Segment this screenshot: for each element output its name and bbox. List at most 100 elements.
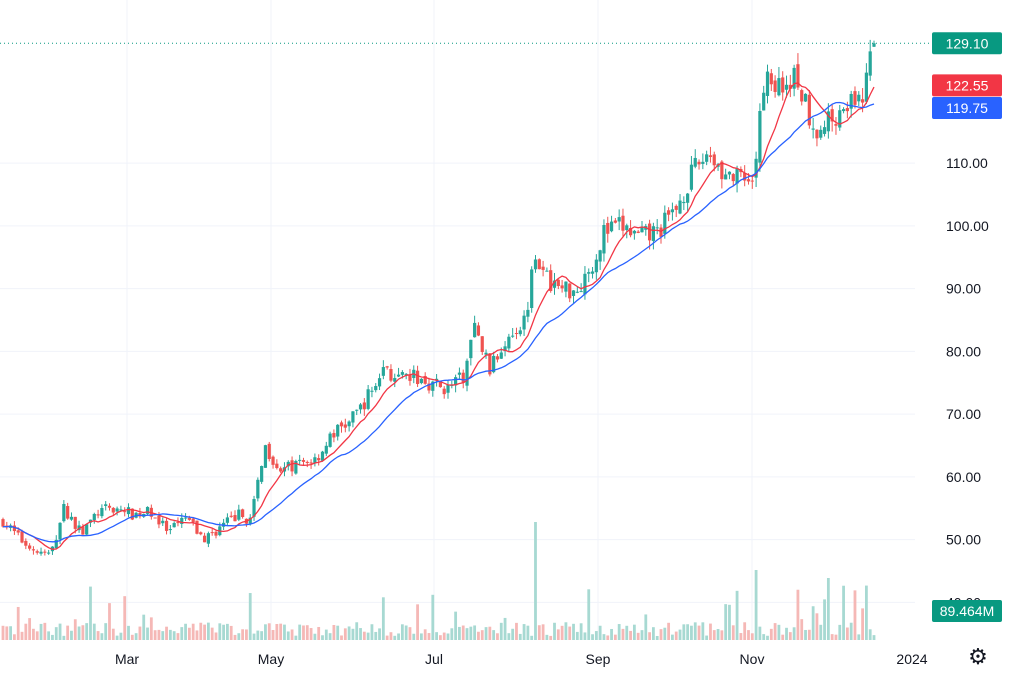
volume-bar (416, 604, 419, 640)
candle-body (473, 322, 477, 338)
volume-bar (328, 633, 332, 640)
volume-bar (355, 622, 359, 640)
volume-bar (636, 632, 640, 640)
volume-bar (412, 633, 416, 640)
candle-body (20, 531, 24, 543)
volume-bar (693, 622, 697, 640)
volume-bar (305, 625, 309, 640)
candle-body (442, 388, 446, 395)
volume-bar (404, 625, 408, 640)
volume-bar (237, 633, 241, 640)
candle-body (560, 285, 564, 289)
volume-bar (161, 631, 165, 640)
candle-body (24, 540, 28, 546)
candle-body (583, 273, 587, 295)
candle-body (446, 384, 450, 393)
slow-ma-badge-background (932, 96, 1002, 119)
candle-body (841, 109, 846, 112)
volume-bar (591, 634, 594, 640)
candle-body (712, 154, 716, 166)
volume-bar (149, 617, 153, 640)
volume-bar (724, 604, 728, 640)
volume-badge-background (932, 600, 1002, 622)
candle-body (275, 463, 279, 469)
volume-bar (530, 635, 534, 640)
volume-bar (568, 626, 572, 640)
candle-body (271, 456, 275, 465)
volume-bar (777, 624, 781, 640)
volume-bar (195, 630, 199, 640)
volume-bar (534, 522, 537, 640)
candle-body (214, 531, 218, 536)
candle-body (58, 522, 62, 540)
price-axis[interactable]: 40.0050.0060.0070.0080.0090.00100.00110.… (946, 155, 989, 610)
volume-bar (545, 634, 549, 640)
candle-body (686, 193, 690, 203)
fast-ma-badge: 122.55 (932, 74, 1002, 97)
candle-body (819, 129, 823, 138)
volume-bar (602, 634, 606, 640)
candle-body (743, 173, 747, 181)
candle-body (701, 161, 705, 164)
candle-body (385, 366, 389, 368)
candle-body (69, 516, 74, 520)
candle-body (796, 64, 800, 88)
candle-body (301, 460, 306, 462)
candle-body (541, 266, 545, 270)
candle-body (864, 72, 868, 102)
candle-body (415, 370, 420, 385)
time-axis[interactable]: Mar May Jul Sep Nov 2024 (115, 651, 928, 667)
volume-bar (678, 629, 682, 640)
volume-bar (271, 630, 275, 640)
candle-body (35, 551, 39, 553)
volume-bar (575, 631, 579, 640)
price-tick-label: 110.00 (946, 155, 988, 171)
candle-body (396, 374, 401, 377)
candle-body (647, 223, 652, 241)
volume-bar (629, 630, 632, 640)
candle-body (31, 549, 36, 551)
volume-bar (73, 619, 77, 640)
volume-bar (792, 627, 796, 640)
candle-body (39, 551, 43, 554)
candle-body (111, 507, 115, 513)
candle-body (358, 404, 363, 410)
candle-body (294, 461, 298, 474)
volume-bar (176, 633, 180, 640)
volume-bar (226, 623, 229, 640)
slow-moving-average-line (2, 101, 875, 543)
volume-bar (473, 625, 477, 640)
candle-body (667, 210, 671, 215)
candle-body (423, 376, 427, 384)
volume-bar (598, 625, 602, 640)
candle-body (54, 539, 58, 549)
volume-bar (610, 628, 613, 640)
volume-bar (853, 590, 857, 640)
candle-body (697, 161, 701, 165)
volume-bar (374, 631, 378, 640)
volume-bar (431, 594, 435, 640)
time-tick-label: May (258, 651, 284, 667)
volume-bar (43, 622, 47, 640)
candle-body (621, 215, 625, 231)
candle-body (377, 378, 382, 387)
fast-moving-average-line (2, 82, 875, 550)
candle-body (868, 51, 872, 76)
volume-bar (32, 628, 35, 640)
candle-body (735, 168, 739, 184)
volume-bar (362, 631, 366, 640)
volume-bar (16, 606, 20, 640)
volume-bar (9, 626, 13, 640)
volume-bar (302, 625, 305, 640)
volume-bar (47, 631, 51, 640)
volume-bar (275, 623, 279, 640)
candle-body (526, 309, 530, 317)
volume-bar (294, 635, 298, 640)
settings-gear-icon[interactable]: ⚙ (968, 645, 988, 670)
candle-body (404, 373, 408, 375)
volume-bar (663, 627, 667, 640)
volume-bar (347, 626, 351, 640)
price-tick-label: 80.00 (946, 343, 981, 359)
